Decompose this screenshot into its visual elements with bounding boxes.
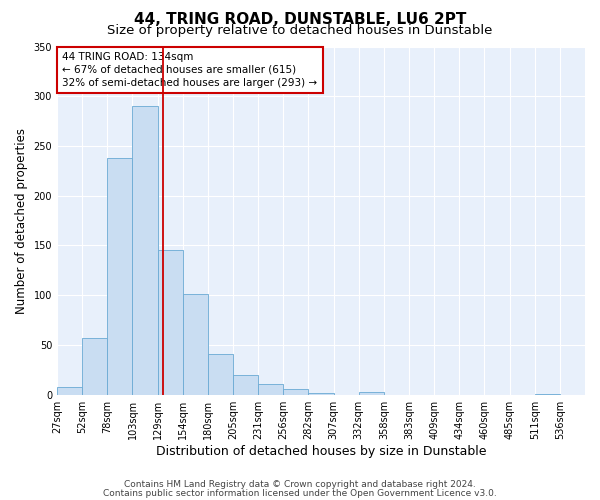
Bar (158, 250, 183, 394)
Bar (233, 375, 258, 394)
Bar (57, 386, 82, 394)
Bar (359, 392, 384, 394)
Text: 44, TRING ROAD, DUNSTABLE, LU6 2PT: 44, TRING ROAD, DUNSTABLE, LU6 2PT (134, 12, 466, 28)
Text: Contains HM Land Registry data © Crown copyright and database right 2024.: Contains HM Land Registry data © Crown c… (124, 480, 476, 489)
Bar (258, 384, 283, 394)
Bar (283, 388, 308, 394)
Bar (107, 158, 133, 394)
Bar (133, 106, 158, 395)
Bar (82, 338, 107, 394)
Bar (208, 354, 233, 395)
Text: Contains public sector information licensed under the Open Government Licence v3: Contains public sector information licen… (103, 488, 497, 498)
Text: 44 TRING ROAD: 134sqm
← 67% of detached houses are smaller (615)
32% of semi-det: 44 TRING ROAD: 134sqm ← 67% of detached … (62, 52, 317, 88)
X-axis label: Distribution of detached houses by size in Dunstable: Distribution of detached houses by size … (156, 444, 486, 458)
Bar (183, 294, 208, 394)
Text: Size of property relative to detached houses in Dunstable: Size of property relative to detached ho… (107, 24, 493, 37)
Bar (308, 392, 334, 394)
Y-axis label: Number of detached properties: Number of detached properties (15, 128, 28, 314)
